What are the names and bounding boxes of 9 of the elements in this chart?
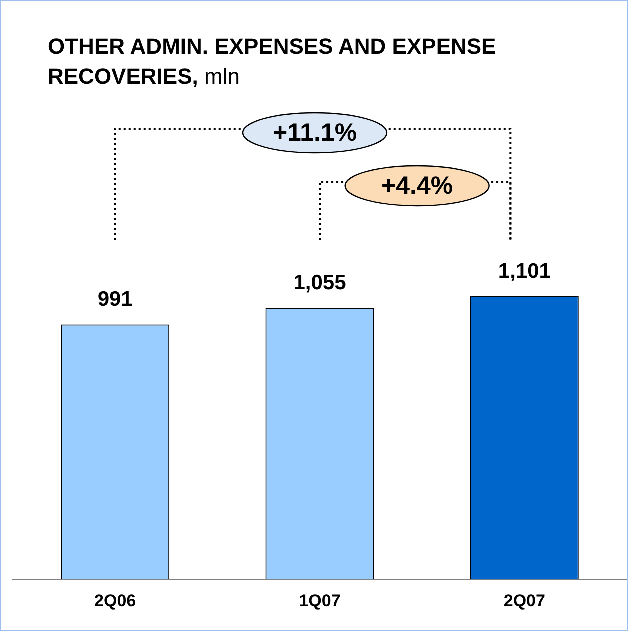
chart-title: OTHER ADMIN. EXPENSES AND EXPENSE RECOVERIES, mln: [48, 33, 498, 91]
text: +4.4%: [382, 172, 454, 200]
text: +11.1%: [272, 118, 358, 147]
data-label: 1,101: [498, 260, 552, 283]
data-label: 1,055: [294, 272, 347, 295]
x-tick-label: 2Q07: [504, 591, 546, 610]
x-tick-label: 1Q07: [299, 591, 341, 610]
x-tick-label: 2Q06: [94, 591, 136, 610]
data-label: 991: [98, 288, 134, 312]
